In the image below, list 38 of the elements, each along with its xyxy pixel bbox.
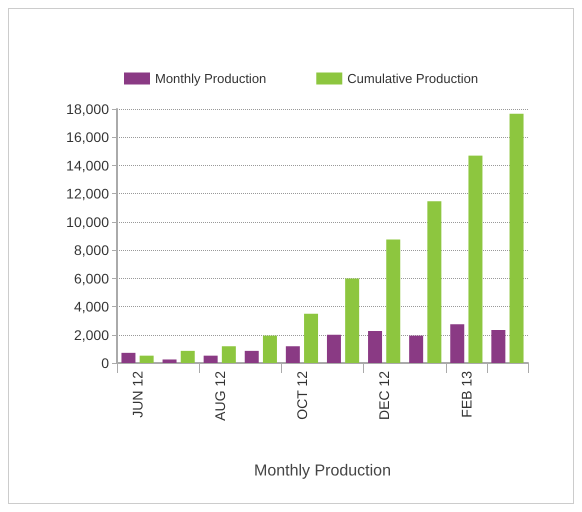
bar bbox=[140, 356, 154, 363]
bar bbox=[162, 359, 177, 363]
legend-label: Cumulative Production bbox=[347, 71, 478, 86]
bar bbox=[222, 346, 236, 363]
x-tick-label: DEC 12 bbox=[376, 370, 392, 420]
y-tick-label: 10,000 bbox=[66, 214, 110, 230]
y-tick-label: 12,000 bbox=[66, 186, 110, 202]
x-tick-label: FEB 13 bbox=[458, 370, 474, 418]
x-tick-label: AUG 12 bbox=[212, 370, 228, 421]
bar bbox=[386, 240, 400, 363]
legend-label: Monthly Production bbox=[155, 71, 266, 86]
bar bbox=[121, 352, 136, 363]
bar bbox=[345, 278, 360, 363]
x-axis-title: Monthly Production bbox=[254, 462, 391, 480]
bar bbox=[450, 324, 464, 363]
bar bbox=[491, 330, 506, 363]
y-tick-label: 4,000 bbox=[74, 298, 110, 315]
bar bbox=[244, 350, 259, 363]
bar bbox=[286, 346, 300, 363]
y-tick-label: 6,000 bbox=[74, 270, 110, 286]
bar bbox=[262, 336, 277, 363]
y-tick-label: 18,000 bbox=[66, 101, 110, 117]
y-tick-label: 2,000 bbox=[74, 326, 110, 343]
bar bbox=[427, 201, 442, 363]
bar bbox=[326, 334, 341, 363]
bar bbox=[510, 114, 524, 363]
bar bbox=[304, 314, 318, 363]
bar bbox=[368, 330, 382, 363]
y-tick-label: 8,000 bbox=[74, 242, 110, 258]
y-tick-label: 0 bbox=[101, 355, 110, 371]
bar bbox=[204, 356, 218, 363]
bar bbox=[180, 350, 195, 363]
y-tick-label: 14,000 bbox=[66, 157, 110, 174]
y-tick-label: 16,000 bbox=[66, 129, 110, 146]
bar bbox=[468, 156, 482, 363]
bar bbox=[409, 336, 424, 363]
x-tick-label: OCT 12 bbox=[294, 370, 310, 420]
x-tick-label: JUN 12 bbox=[130, 370, 146, 418]
